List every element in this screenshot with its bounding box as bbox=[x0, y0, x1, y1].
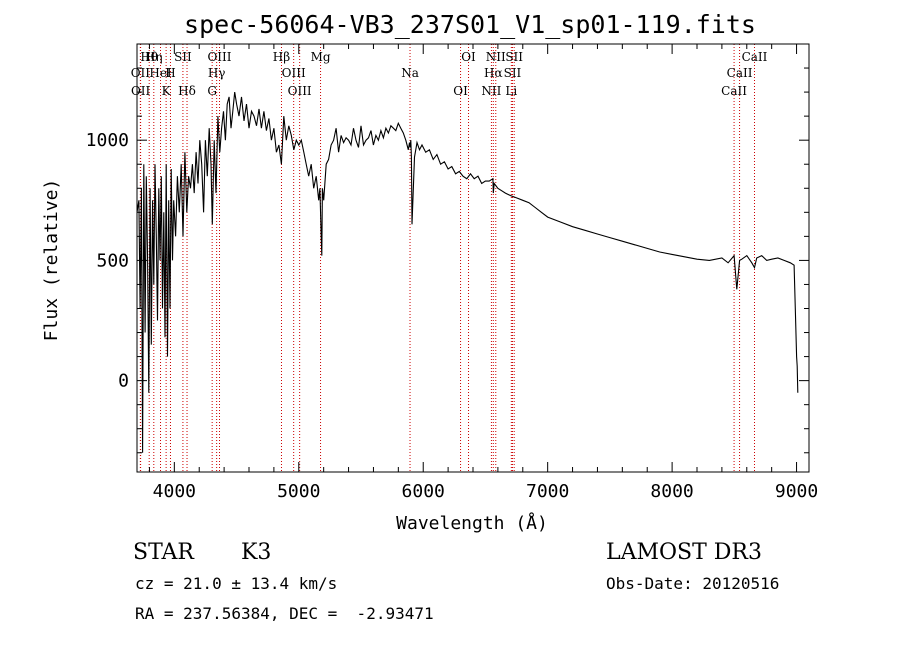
spectral-line-label: OIII bbox=[288, 84, 312, 98]
spectral-line-label: SII bbox=[504, 66, 522, 80]
obs-date: Obs-Date: 20120516 bbox=[606, 574, 780, 593]
spectral-line-label: H bbox=[165, 66, 175, 80]
spectral-line-label: OI bbox=[453, 84, 468, 98]
spectral-line-label: Hθ bbox=[140, 50, 158, 64]
redshift-text: cz = 21.0 ± 13.4 km/s bbox=[135, 574, 338, 593]
coordinates-text: RA = 237.56384, DEC = -2.93471 bbox=[135, 604, 434, 623]
x-tick-label: 5000 bbox=[277, 481, 320, 502]
spectral-line-label: SII bbox=[505, 50, 523, 64]
spectral-line-label: CaII bbox=[727, 66, 753, 80]
plot-frame bbox=[136, 43, 810, 473]
spectrum-line-0 bbox=[136, 92, 799, 453]
spectral-line-label: NII bbox=[481, 84, 501, 98]
spectral-line-label: HeI bbox=[149, 66, 172, 80]
spectral-line-label: CaII bbox=[721, 84, 747, 98]
spectral-line-label: OIII bbox=[207, 50, 231, 64]
spectral-line-label: OIII bbox=[282, 66, 306, 80]
chart-title: spec-56064-VB3_237S01_V1_sp01-119.fits bbox=[184, 10, 756, 39]
spectral-line-label: OII bbox=[131, 84, 151, 98]
spectral-line-label: CaII bbox=[742, 50, 768, 64]
spectral-line-label: Li bbox=[505, 84, 517, 98]
spectral-line-label: K bbox=[162, 84, 172, 98]
y-tick-label: 1000 bbox=[86, 130, 129, 151]
spectral-line-label: OII bbox=[131, 66, 151, 80]
x-tick-label: 7000 bbox=[526, 481, 569, 502]
spectral-line-label: Hγ bbox=[208, 66, 226, 80]
x-tick-label: 8000 bbox=[650, 481, 693, 502]
spectral-line-label: G bbox=[207, 84, 217, 98]
spectral-line-label: Hη bbox=[145, 50, 163, 64]
spectral-line-label: Mg bbox=[311, 50, 331, 64]
object-subclass: K3 bbox=[241, 540, 272, 565]
spectral-line-label: OI bbox=[461, 50, 476, 64]
spectral-line-label: SII bbox=[174, 50, 192, 64]
x-tick-label: 6000 bbox=[402, 481, 445, 502]
y-axis-label: Flux (relative) bbox=[41, 179, 62, 342]
spectral-line-label: Hβ bbox=[273, 50, 290, 64]
x-tick-label: 9000 bbox=[775, 481, 818, 502]
x-tick-label: 4000 bbox=[153, 481, 196, 502]
spectral-line-label: Na bbox=[401, 66, 419, 80]
object-class: STAR bbox=[133, 540, 194, 565]
spectral-line-label: NII bbox=[486, 50, 506, 64]
survey-name: LAMOST DR3 bbox=[606, 540, 762, 565]
y-tick-label: 0 bbox=[118, 371, 129, 392]
y-tick-label: 500 bbox=[96, 250, 129, 271]
x-axis-label: Wavelength (Å) bbox=[396, 512, 548, 534]
spectral-line-label: Hα bbox=[484, 66, 503, 80]
spectral-line-label: Hδ bbox=[178, 84, 196, 98]
